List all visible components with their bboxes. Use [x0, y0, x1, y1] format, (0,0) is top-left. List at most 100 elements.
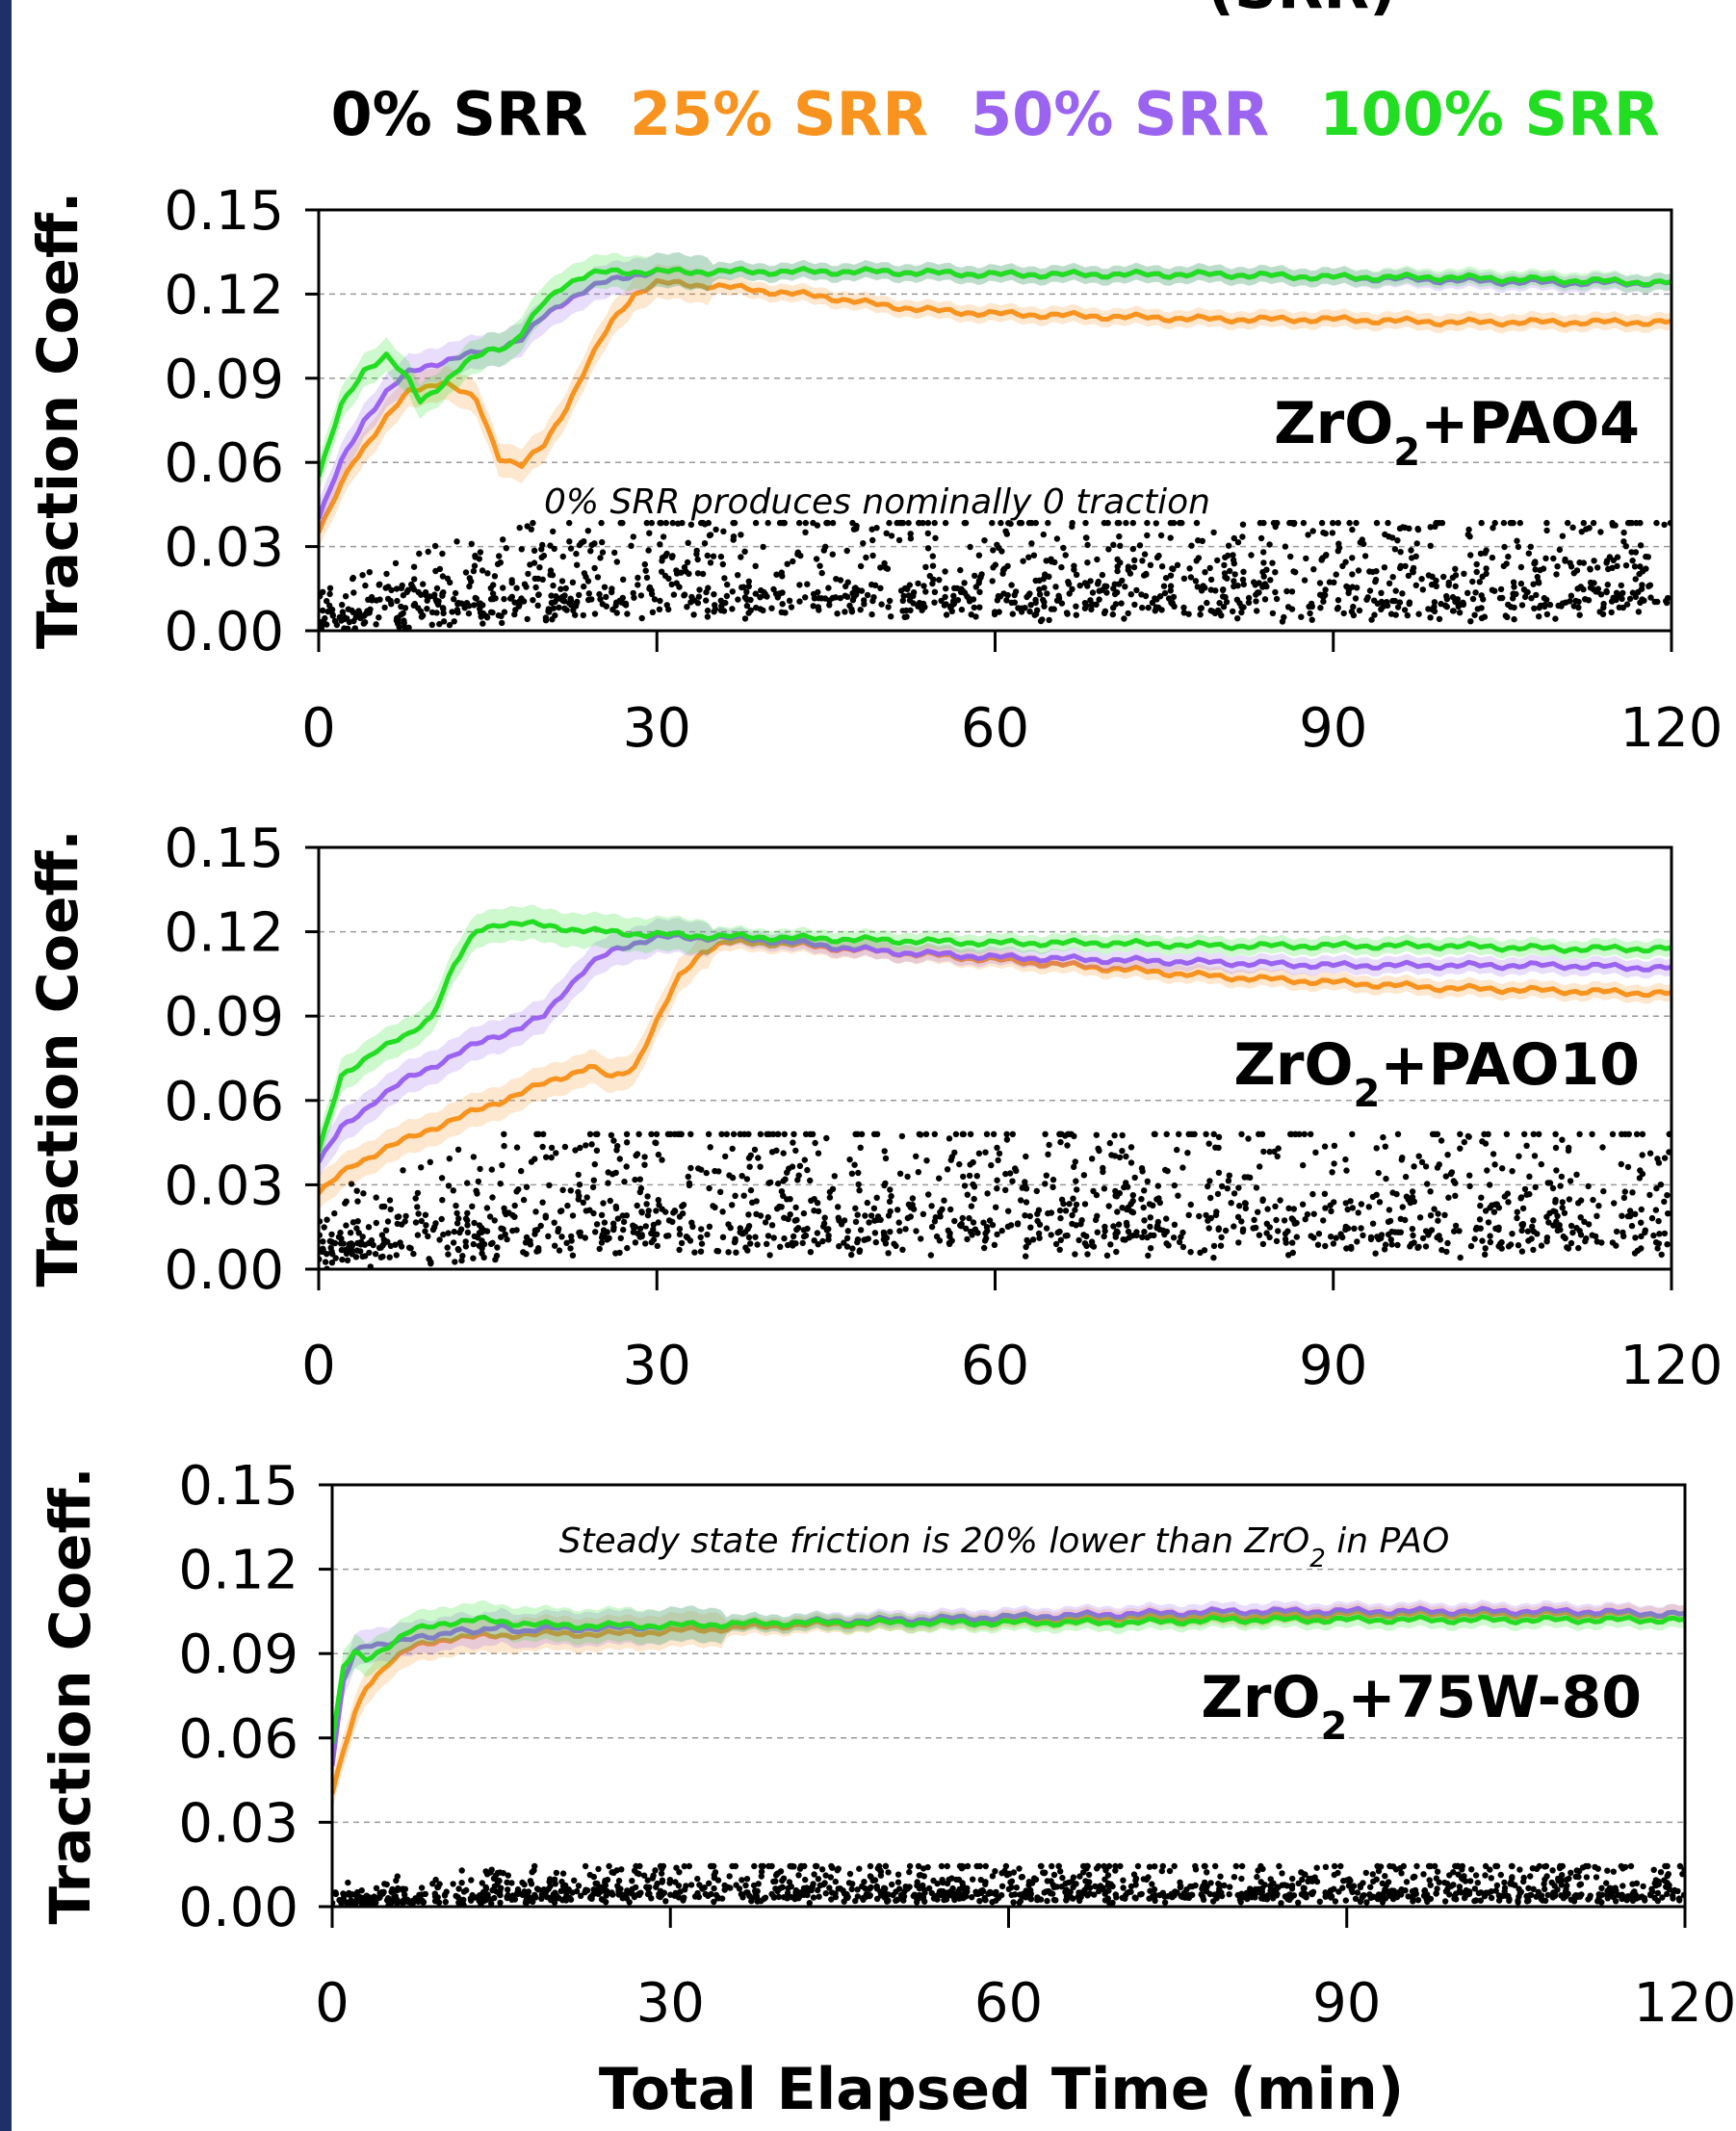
scatter-point: [1218, 612, 1225, 619]
scatter-point: [1376, 1199, 1384, 1206]
scatter-point: [1637, 542, 1645, 549]
scatter-point: [1609, 1130, 1617, 1138]
scatter-point: [477, 549, 484, 556]
scatter-point: [1441, 1211, 1448, 1219]
scatter-point: [329, 612, 336, 619]
scatter-point: [686, 1182, 693, 1189]
scatter-point: [810, 1894, 817, 1901]
scatter-point: [859, 1883, 866, 1890]
scatter-point: [1363, 1899, 1370, 1906]
scatter-point: [1264, 1892, 1271, 1899]
scatter-point: [1026, 608, 1033, 615]
scatter-point: [1009, 611, 1017, 617]
scatter-point: [1394, 1241, 1401, 1249]
scatter-point: [1042, 571, 1049, 578]
scatter-point: [747, 1152, 754, 1159]
scatter-point: [567, 545, 575, 552]
scatter-point: [589, 1183, 597, 1191]
scatter-point: [1215, 1226, 1222, 1234]
scatter-point: [920, 583, 927, 589]
scatter-point: [480, 1240, 488, 1248]
scatter-point: [1483, 547, 1490, 554]
scatter-point: [1397, 1229, 1405, 1235]
scatter-point: [1205, 1182, 1211, 1190]
scatter-point: [1123, 519, 1129, 527]
scatter-point: [843, 1234, 851, 1242]
scatter-point: [1231, 583, 1237, 590]
scatter-point: [531, 1862, 538, 1870]
scatter-point: [723, 592, 731, 600]
scatter-point: [1114, 519, 1122, 527]
scatter-point: [905, 592, 912, 599]
scatter-point: [1313, 1864, 1320, 1871]
scatter-point: [1101, 1223, 1108, 1231]
scatter-point: [1289, 1216, 1297, 1224]
scatter-point: [462, 1243, 470, 1250]
scatter-point: [752, 562, 759, 569]
scatter-point: [1373, 568, 1380, 575]
scatter-point: [792, 1889, 799, 1896]
scatter-point: [1171, 1182, 1179, 1189]
scatter-point: [624, 1887, 631, 1894]
scatter-point: [431, 1224, 438, 1231]
scatter-point: [807, 1249, 815, 1256]
scatter-point: [706, 1880, 713, 1887]
scatter-point: [1023, 1236, 1030, 1244]
scatter-point: [1450, 608, 1457, 614]
scatter-point: [809, 1130, 816, 1138]
scatter-point: [989, 1873, 997, 1880]
scatter-point: [655, 1151, 662, 1158]
scatter-point: [725, 1249, 732, 1256]
scatter-point: [1138, 1165, 1146, 1172]
scatter-point: [1482, 1862, 1490, 1870]
scatter-point: [1101, 608, 1109, 614]
scatter-point: [643, 1201, 650, 1208]
scatter-point: [703, 1169, 710, 1177]
scatter-point: [490, 582, 497, 588]
scatter-point: [585, 590, 592, 597]
scatter-point: [1424, 1181, 1431, 1187]
scatter-point: [617, 1234, 624, 1242]
scatter-point: [320, 607, 326, 614]
scatter-point: [531, 547, 538, 554]
scatter-point: [1435, 1217, 1441, 1224]
scatter-point: [401, 619, 407, 627]
scatter-point: [1457, 1130, 1464, 1138]
scatter-point: [877, 1892, 885, 1899]
scatter-point: [1081, 605, 1089, 611]
scatter-point: [1008, 582, 1015, 588]
scatter-point: [1271, 1148, 1278, 1156]
scatter-point: [937, 1208, 944, 1216]
scatter-point: [451, 618, 457, 625]
scatter-point: [717, 597, 724, 604]
scatter-point: [1100, 1885, 1106, 1893]
scatter-point: [1298, 613, 1305, 620]
scatter-point: [634, 1202, 640, 1209]
scatter-point: [355, 608, 362, 614]
scatter-point: [1155, 604, 1162, 611]
scatter-point: [1511, 1882, 1517, 1888]
scatter-point: [1591, 558, 1597, 564]
x-tick-label: 0: [315, 1972, 350, 2035]
scatter-point: [1106, 1139, 1114, 1147]
scatter-point: [1349, 555, 1356, 561]
scatter-point: [1074, 1186, 1080, 1193]
scatter-point: [1456, 1228, 1463, 1234]
scatter-point: [418, 591, 425, 598]
scatter-point: [1207, 1194, 1214, 1202]
scatter-point: [1202, 569, 1208, 576]
scatter-point: [787, 1862, 793, 1870]
scatter-point: [1426, 1877, 1433, 1884]
scatter-point: [460, 1888, 468, 1895]
scatter-point: [1027, 1224, 1034, 1231]
scatter-point: [1167, 587, 1175, 594]
scatter-point: [1482, 1251, 1489, 1259]
scatter-point: [1320, 1217, 1327, 1224]
scatter-point: [827, 1874, 834, 1881]
scatter-point: [1239, 1228, 1247, 1235]
legend-item: 0% SRR: [331, 79, 588, 149]
scatter-point: [466, 583, 473, 590]
scatter-point: [857, 1227, 865, 1234]
scatter-point: [685, 1173, 691, 1181]
scatter-point: [618, 519, 625, 527]
